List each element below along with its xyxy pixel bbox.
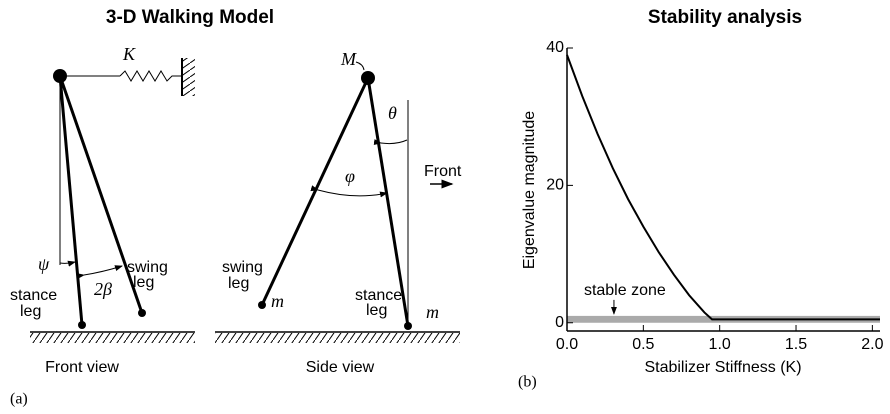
y-axis-label: Eigenvalue magnitude	[521, 111, 538, 269]
stable-zone-label: stable zone	[584, 282, 666, 299]
panel-a: 3-D Walking Model (a) K ψ 2β swing leg s…	[10, 7, 462, 408]
chart-title: Stability analysis	[648, 7, 802, 28]
swing-leg-label: leg	[228, 275, 249, 292]
x-tick-label: 0.5	[632, 336, 654, 353]
stance-leg-label: stance	[10, 287, 57, 304]
y-tick-label: 0	[555, 314, 564, 331]
x-tick-label: 2.0	[861, 336, 883, 353]
stance-leg-label: leg	[20, 303, 41, 320]
swing-leg-label: leg	[133, 274, 154, 291]
y-tick-label: 40	[546, 39, 564, 56]
mass-label: m	[426, 302, 439, 322]
direction-label: Front	[424, 163, 462, 180]
figure: 3-D Walking Model (a) K ψ 2β swing leg s…	[0, 0, 890, 414]
psi-label: ψ	[38, 254, 50, 274]
x-tick-label: 0.0	[556, 336, 578, 353]
mass-label: m	[271, 291, 284, 311]
theta-label: θ	[388, 103, 397, 123]
side-view: M θ φ Front swing leg m stance leg m Sid…	[215, 49, 462, 376]
spring-label: K	[122, 44, 136, 64]
data-line	[567, 55, 880, 319]
x-tick-label: 1.5	[785, 336, 807, 353]
panel-label: (b)	[518, 374, 537, 391]
front-view: K ψ 2β swing leg stance leg Front view	[10, 44, 195, 376]
panel-label: (a)	[10, 391, 28, 408]
angle-label: 2β	[94, 279, 112, 299]
y-tick-label: 20	[546, 177, 564, 194]
phi-label: φ	[345, 166, 355, 186]
caption: Side view	[306, 359, 375, 376]
chart: Stability analysis (b) Stabilizer Stiffn…	[518, 7, 884, 391]
x-axis-label: Stabilizer Stiffness (K)	[644, 359, 801, 376]
panel-title: 3-D Walking Model	[106, 7, 274, 28]
caption: Front view	[45, 359, 119, 376]
x-tick-label: 1.0	[709, 336, 731, 353]
stance-leg-label: leg	[366, 302, 387, 319]
swing-leg-label: swing	[222, 259, 263, 276]
hip-mass-label: M	[340, 49, 357, 69]
